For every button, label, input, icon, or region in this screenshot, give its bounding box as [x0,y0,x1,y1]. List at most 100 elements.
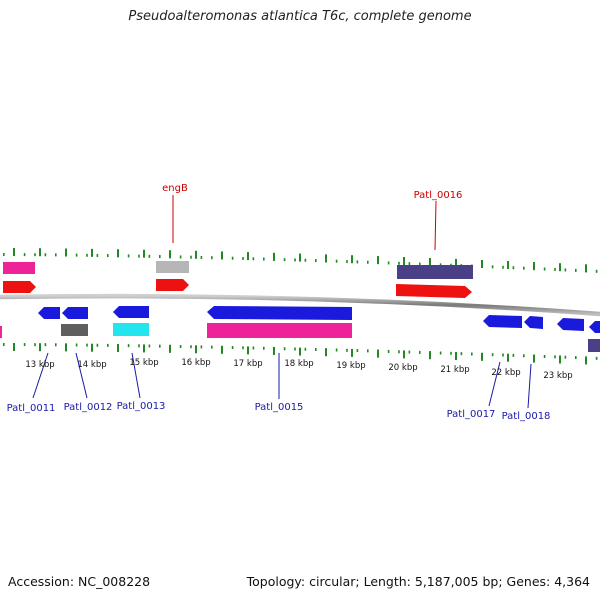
major-tick [377,349,379,358]
label-leader-lines [32,195,532,409]
gene-feature-magenta-left[interactable] [3,262,35,274]
minor-tick [242,346,244,350]
minor-tick [460,352,463,356]
gene-arrow-red-engB[interactable] [156,279,189,291]
gene-arrow-red-left[interactable] [3,281,36,293]
gene-arrow-blue-patl0015[interactable] [207,306,352,320]
minor-tick [408,262,411,266]
tick-label-16kbp: 16 kbp [181,358,210,368]
gene-feature-slate-patl0016[interactable] [397,265,473,279]
gene-arrow-red-patl0016[interactable] [396,284,472,298]
gene-arrow-blue-patl0018[interactable] [524,316,543,329]
minor-tick [491,353,494,357]
major-tick [65,248,67,257]
minor-tick [86,343,88,347]
gene-label-engB[interactable]: engB [162,183,188,194]
minor-tick [159,255,161,259]
gene-feature-magenta-edge[interactable] [0,326,2,338]
gene-label-patl0015[interactable]: Patl_0015 [255,402,304,413]
minor-tick [356,260,359,264]
gene-label-patl0017[interactable]: Patl_0017 [447,409,496,420]
major-tick [481,352,483,361]
tick-label-15kbp: 15 kbp [129,358,158,368]
major-tick [403,350,405,359]
major-tick [351,255,353,264]
major-tick [65,343,67,352]
gene-arrow-blue-patl0011[interactable] [38,307,60,319]
minor-tick [252,257,255,261]
major-tick [403,256,405,265]
minor-tick [398,261,400,265]
major-tick [533,354,535,363]
major-tick [351,348,353,357]
minor-tick [138,344,140,348]
major-tick [221,251,223,260]
minor-tick [387,261,390,265]
gene-features [0,261,600,352]
minor-tick [127,344,130,348]
gene-arrow-blue-patl0013[interactable] [113,306,149,318]
minor-tick [335,348,338,352]
gene-arrow-blue-right-1[interactable] [557,318,584,331]
major-tick [195,250,197,259]
gene-feature-cyan[interactable] [113,323,149,336]
minor-tick [231,346,234,350]
gene-feature-grey-engB-region[interactable] [156,261,189,273]
minor-tick [564,268,567,272]
minor-tick [450,351,452,355]
minor-tick [304,347,307,351]
minor-tick [148,344,151,348]
major-tick [39,343,41,352]
gene-arrow-blue-right-2[interactable] [589,321,600,333]
minor-tick [127,254,130,258]
minor-tick [3,343,5,347]
gene-label-patl0016[interactable]: Patl_0016 [414,190,463,201]
gene-label-patl0012[interactable]: Patl_0012 [64,402,113,413]
minor-tick [242,256,244,260]
major-tick [325,348,327,357]
minor-tick [179,255,182,259]
minor-tick [211,256,213,260]
tick-label-17kbp: 17 kbp [233,359,262,369]
gene-label-patl0018[interactable]: Patl_0018 [502,411,551,422]
major-tick [585,356,587,365]
minor-tick [55,343,57,347]
minor-tick [419,262,421,266]
minor-tick [554,267,556,271]
major-ticks [13,248,587,365]
minor-tick [502,265,504,269]
minor-tick [554,355,556,359]
tick-label-14kbp: 14 kbp [77,360,106,370]
minor-tick [3,253,5,257]
minor-tick [190,255,192,259]
gene-label-patl0013[interactable]: Patl_0013 [117,401,166,412]
map-title: Pseudoalteromonas atlantica T6c, complet… [128,9,472,24]
tick-label-22kbp: 22 kbp [491,368,520,378]
major-tick [221,345,223,354]
gene-feature-magenta-patl0015[interactable] [207,323,352,338]
minor-tick [294,347,296,351]
minor-tick [595,356,598,360]
major-tick [429,351,431,360]
minor-tick [543,267,546,271]
minor-tick [491,265,494,269]
major-tick [559,263,561,272]
minor-tick [502,353,504,357]
tick-label-18kbp: 18 kbp [284,359,313,369]
gene-feature-slate-right[interactable] [588,339,600,352]
gene-feature-dark-grey[interactable] [61,324,88,336]
minor-tick [335,259,338,263]
gene-arrow-blue-patl0017[interactable] [483,315,522,328]
gene-label-patl0011[interactable]: Patl_0011 [7,403,56,414]
tick-label-20kbp: 20 kbp [388,363,417,373]
minor-tick [263,346,265,350]
minor-tick [44,253,47,257]
tick-label-19kbp: 19 kbp [336,361,365,371]
gene-arrow-blue-patl0012[interactable] [62,307,88,319]
genome-backbone [0,293,600,317]
major-tick [455,258,457,267]
major-tick [195,345,197,354]
minor-tick [346,348,348,352]
major-tick [429,257,431,266]
